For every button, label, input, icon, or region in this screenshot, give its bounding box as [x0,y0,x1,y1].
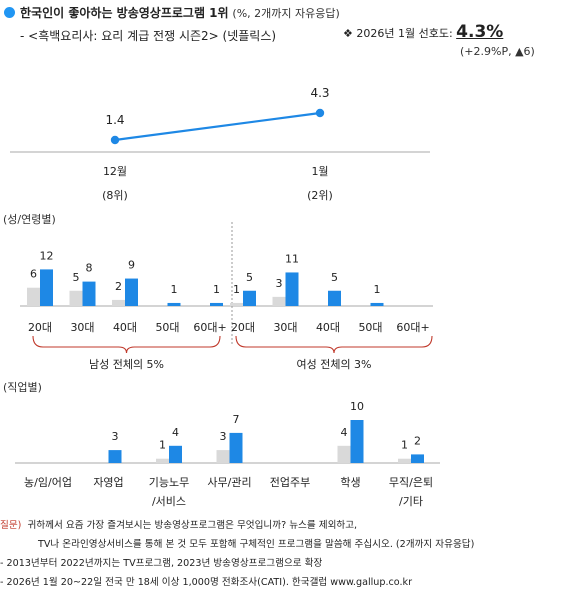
occupation-bar [229,432,243,463]
age-bar [125,278,138,306]
occupation-category-label: /기타 [399,495,423,508]
age-bar [230,302,243,306]
pref-value: 4.3% [456,22,504,42]
age-category-label: 30대 [70,321,94,334]
age-category-label: 60대+ [396,321,429,334]
age-bar-label: 6 [30,268,37,281]
occupation-bar-label: 3 [220,430,227,443]
gender-group-brace [235,335,433,354]
age-bar-label: 12 [40,249,54,262]
occupation-category-label: 기능노무 [149,476,189,489]
age-bar-label: 1 [374,283,381,296]
age-bar [272,296,286,306]
age-bar-label: 2 [115,280,122,293]
age-bar-label: 5 [331,271,338,284]
occupation-bar [169,445,182,463]
occupation-bar [216,450,230,463]
section-label-occupation: (직업별) [3,381,42,394]
preference-summary: ❖ 2026년 1월 선호도: 4.3% [343,22,503,42]
occupation-category-label: 사무/관리 [207,476,251,489]
occupation-bar-label: 7 [233,413,240,426]
occupation-category-label: 농/임/어업 [24,476,72,489]
program-name: - <흑백요리사: 요리 계급 전쟁 시즌2> (넷플릭스) [20,29,277,43]
occupation-bar [337,445,351,463]
trend-value-label-0: 1.4 [105,113,124,127]
occupation-category-label: 학생 [340,476,360,489]
occupation-bar-label: 1 [401,439,408,452]
age-bar [370,302,384,306]
age-category-label: 50대 [358,321,382,334]
occupation-category-label: 전업주부 [270,476,310,489]
title-text: 한국인이 좋아하는 방송영상프로그램 1위 [20,6,229,20]
age-bar [82,281,96,306]
occupation-bar-label: 4 [172,426,179,439]
trend-category-0: 12월 [103,165,127,178]
occupation-category-label: /서비스 [152,495,186,508]
question-text-1: 귀하께서 요즘 가장 즐겨보시는 방송영상프로그램은 무엇입니까? 뉴스를 제외… [27,520,358,531]
age-category-label: 40대 [316,321,340,334]
footnote-1: - 2013년부터 2022년까지는 TV프로그램, 2023년 방송영상프로그… [0,558,323,569]
question-label: 질문) [0,520,22,531]
age-bar [285,272,299,306]
occupation-bar [411,454,424,463]
age-bar-label: 1 [171,283,178,296]
title-note: (%, 2개까지 자유응답) [232,7,340,20]
age-bar [243,290,256,306]
age-category-label: 30대 [273,321,297,334]
charts-canvas: 1.44.312월(8위)1월(2위)61220대5830대2940대150대1… [10,86,440,508]
trend-category-1: 1월 [311,165,328,178]
gender-group-brace [32,335,221,354]
gender-group-label: 남성 전체의 5% [89,358,164,371]
age-bar-label: 11 [285,252,299,265]
trend-rank-0: (8위) [102,189,128,202]
bullet-icon [4,7,15,18]
age-bar-label: 1 [233,283,240,296]
occupation-bar [350,420,364,463]
age-category-label: 20대 [231,321,255,334]
pref-change: (+2.9%P, ▲6) [460,45,535,58]
section-label-gender-age: (성/연령별) [3,213,56,226]
age-bar-label: 5 [246,271,253,284]
age-bar [112,299,125,306]
age-bar-label: 1 [213,283,220,296]
trend-value-label-1: 4.3 [310,86,329,100]
age-category-label: 20대 [28,321,52,334]
occupation-bar-label: 10 [350,400,364,413]
age-bar [27,287,40,306]
age-category-label: 40대 [113,321,137,334]
age-bar [167,302,181,306]
age-bar-label: 8 [86,262,93,275]
occupation-bar [398,458,411,463]
chart-title: 한국인이 좋아하는 방송영상프로그램 1위 (%, 2개까지 자유응답) [4,4,340,21]
occupation-category-label: 자영업 [93,476,123,489]
footnotes: 질문) 귀하께서 요즘 가장 즐겨보시는 방송영상프로그램은 무엇입니까? 뉴스… [0,516,474,592]
age-category-label: 60대+ [193,321,226,334]
question-line-1: 질문) 귀하께서 요즘 가장 즐겨보시는 방송영상프로그램은 무엇입니까? 뉴스… [0,516,474,535]
age-category-label: 50대 [155,321,179,334]
age-bar [210,302,223,306]
trend-rank-1: (2위) [307,189,333,202]
occupation-bar-label: 4 [341,426,348,439]
age-bar-label: 3 [276,277,283,290]
age-bar-label: 5 [73,271,80,284]
trend-point-0 [110,135,120,145]
occupation-bar [108,450,122,463]
footnote-2: - 2026년 1월 20~22일 전국 만 18세 이상 1,000명 전화조… [0,577,413,588]
occupation-bar-label: 1 [159,439,166,452]
gender-group-label: 여성 전체의 3% [296,358,371,371]
occupation-bar-label: 3 [112,430,119,443]
occupation-bar-label: 2 [414,434,421,447]
pref-label: ❖ 2026년 1월 선호도: [343,27,453,40]
occupation-bar [156,458,169,463]
question-text-2: TV나 온라인영상서비스를 통해 본 것 모두 포함해 구체적인 프로그램을 말… [38,539,475,550]
age-bar [69,290,83,306]
trend-point-1 [315,108,325,118]
age-bar-label: 9 [128,259,135,272]
age-bar [40,269,53,306]
occupation-category-label: 무직/은퇴 [389,476,433,489]
age-bar [328,290,341,306]
trend-line [114,111,321,142]
